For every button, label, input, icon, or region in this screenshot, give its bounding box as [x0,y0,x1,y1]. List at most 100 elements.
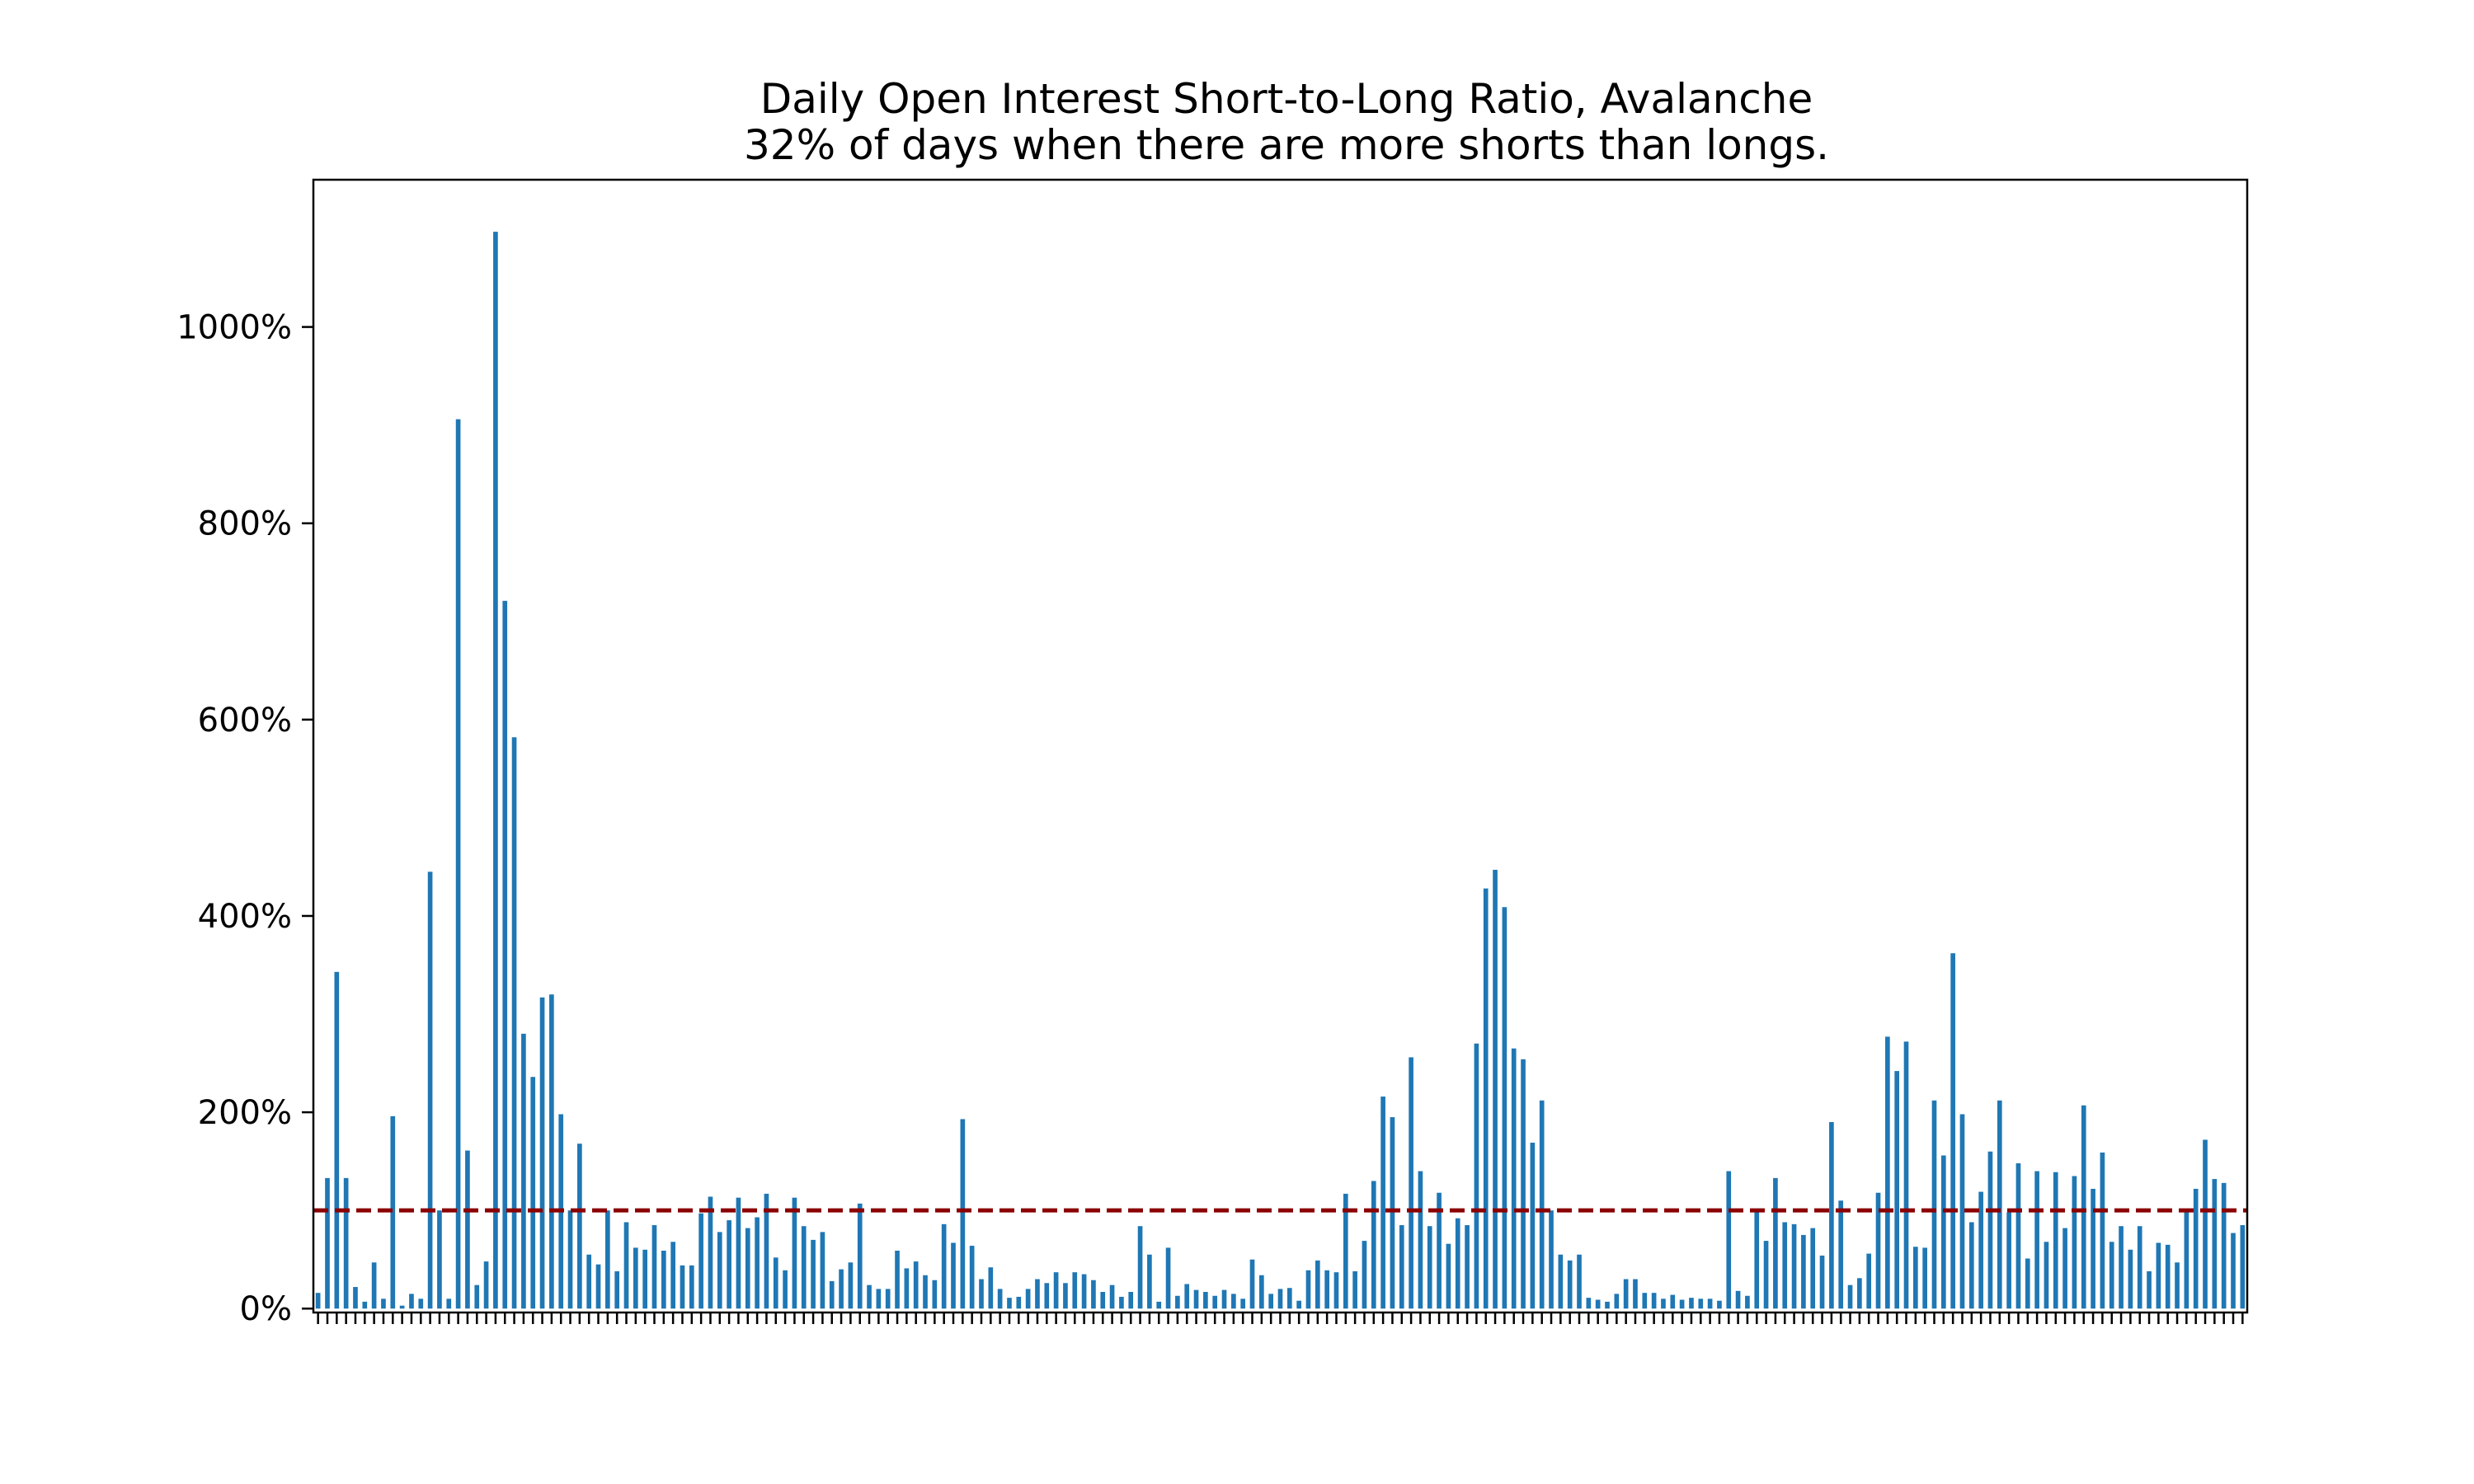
bar [642,1249,647,1309]
bar [1380,1097,1385,1309]
bar [2053,1172,2058,1309]
bar [1987,1151,1993,1309]
bar [1446,1243,1451,1309]
bar [717,1232,722,1309]
bar [1296,1300,1301,1309]
bar [595,1264,601,1309]
bar [755,1217,760,1309]
bar [1810,1228,1816,1309]
bar [1959,1114,1965,1309]
y-tick-label: 1000% [176,309,292,347]
bar [689,1265,694,1309]
bar [1474,1043,1479,1309]
bar [1997,1100,2002,1309]
bar [941,1223,947,1309]
bar [1773,1177,1778,1309]
bar [1875,1192,1881,1309]
y-axis: 0% 200% 400% 600% 800% 1000% [176,309,313,1328]
bar [904,1268,910,1309]
bar [1352,1270,1357,1309]
bar [2109,1242,2114,1309]
bar [708,1196,713,1309]
bar [1894,1071,1900,1309]
bar [2184,1210,2189,1309]
bar [2081,1105,2086,1309]
bar [773,1257,778,1309]
chart-title: Daily Open Interest Short-to-Long Ratio,… [760,75,1813,123]
bar [614,1270,619,1309]
bar [1437,1192,1442,1309]
bar [1333,1272,1339,1309]
bar [1315,1260,1320,1309]
bar [1240,1298,1246,1309]
bar [1717,1300,1722,1309]
bar [1689,1298,1694,1309]
bar [1343,1193,1348,1309]
bar [1007,1298,1012,1309]
bar [745,1228,750,1309]
bar [1409,1057,1413,1309]
bar [997,1289,1003,1309]
bar [2221,1182,2227,1309]
bar [1940,1155,1946,1309]
bar [1567,1260,1573,1309]
bar [521,1033,526,1309]
x-axis [317,1313,2244,1324]
bar [502,600,508,1309]
bar [1633,1279,1638,1309]
bar [1885,1036,1890,1309]
bar [839,1269,844,1309]
bar [1455,1218,1460,1309]
bar [698,1213,703,1309]
bar [1577,1254,1582,1309]
bar [539,997,545,1309]
y-tick-label: 0% [240,1290,292,1328]
bar-series [315,232,2246,1309]
bar [362,1301,368,1309]
bar [960,1119,966,1309]
bar [2231,1233,2236,1309]
bar [623,1222,629,1309]
bar [1259,1275,1264,1309]
bar [885,1289,891,1309]
bar [1025,1289,1031,1309]
bar [334,971,340,1309]
bar [736,1197,741,1309]
bar [820,1232,825,1309]
bar [848,1262,854,1309]
bar [1866,1253,1872,1309]
bar [1212,1295,1218,1309]
bar [1978,1191,1983,1309]
bar [1558,1254,1564,1309]
bar [549,994,554,1309]
bar [1128,1292,1134,1309]
bar [1277,1289,1283,1309]
bar [2100,1152,2105,1309]
bar [651,1225,657,1309]
bar [680,1265,685,1309]
bar [1651,1293,1657,1309]
bar [1109,1284,1115,1309]
bar [1287,1288,1292,1309]
bar [1465,1225,1470,1309]
bar [371,1262,377,1309]
bar [801,1226,807,1309]
bar [1614,1294,1620,1309]
bar [792,1197,797,1309]
bar [1156,1301,1162,1309]
bar [1707,1298,1713,1309]
bar [2193,1188,2199,1309]
bar [923,1275,928,1309]
bar [1119,1296,1124,1309]
bar [2203,1139,2208,1309]
bar [1053,1272,1059,1309]
bar [2175,1262,2180,1309]
bar [932,1280,938,1309]
bar [1016,1296,1022,1309]
bar [1137,1226,1143,1309]
bar [586,1254,592,1309]
bar [2025,1258,2030,1309]
bar [2128,1249,2133,1309]
bar [988,1267,994,1309]
bar [343,1177,349,1309]
